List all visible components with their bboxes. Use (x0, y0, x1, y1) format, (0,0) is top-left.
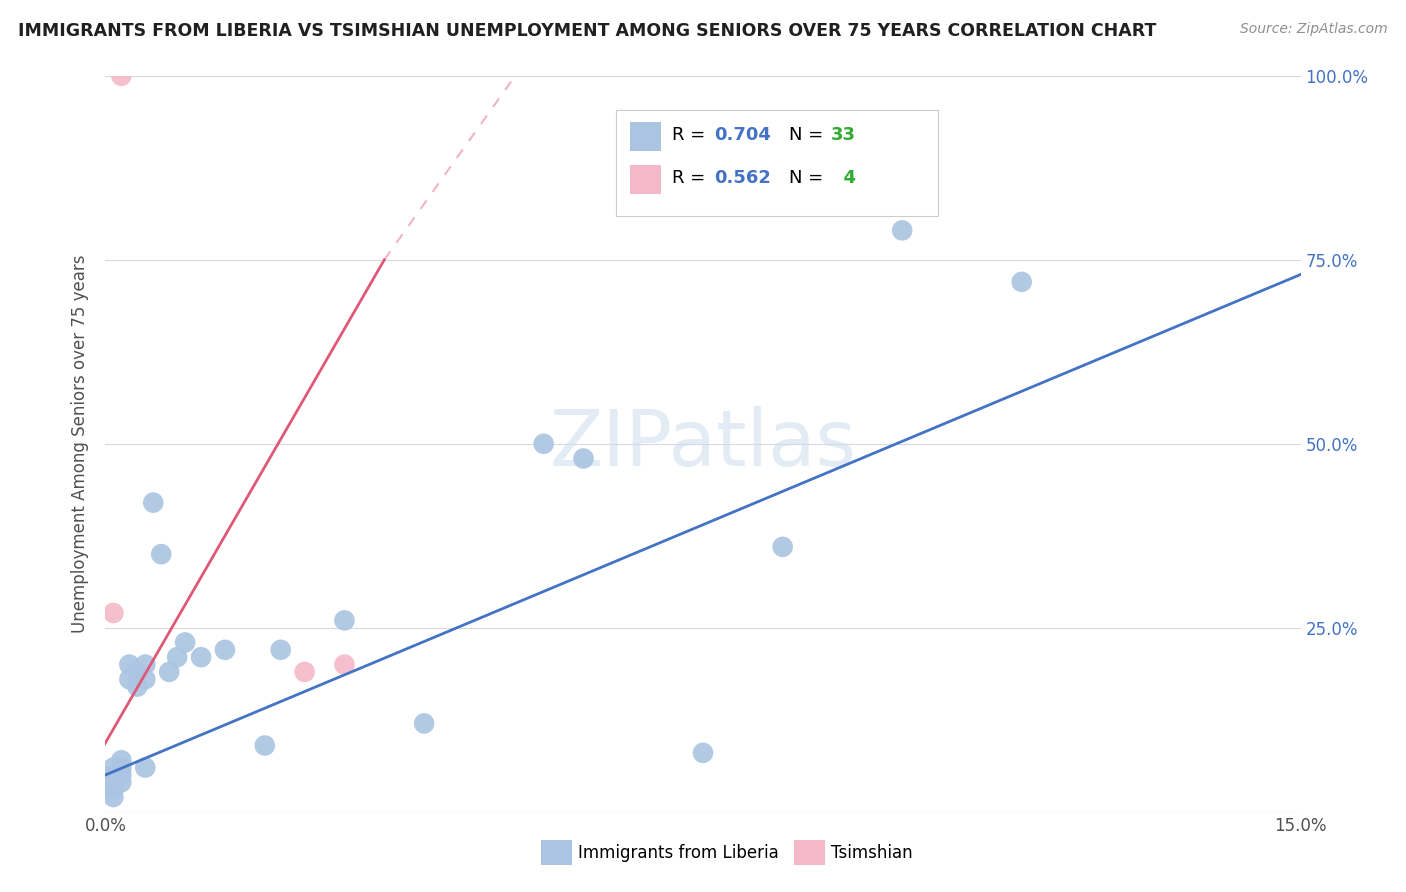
Text: 0.704: 0.704 (714, 126, 770, 144)
Point (110, 760, 132, 774)
Point (103, 768, 125, 782)
Point (413, 716, 436, 731)
Point (127, 680, 149, 694)
Point (134, 673, 156, 687)
Text: ZIPatlas: ZIPatlas (550, 406, 856, 482)
Point (134, 760, 156, 774)
Point (692, 746, 714, 760)
Point (1011, 275, 1033, 289)
Point (110, 753, 132, 767)
Point (127, 665, 149, 679)
Point (166, 650, 188, 665)
Point (157, 665, 180, 679)
Point (572, 451, 595, 466)
Text: 33: 33 (831, 126, 856, 144)
Text: N =: N = (789, 126, 828, 144)
Point (103, 775, 125, 789)
Point (253, 739, 276, 753)
Point (118, 673, 141, 687)
Point (103, 782, 125, 797)
Point (190, 650, 212, 665)
Point (118, 657, 141, 672)
Text: 0.562: 0.562 (714, 169, 770, 186)
Point (533, 436, 555, 450)
Text: Tsimshian: Tsimshian (831, 844, 912, 862)
Text: Source: ZipAtlas.com: Source: ZipAtlas.com (1240, 22, 1388, 37)
Point (134, 657, 156, 672)
Text: N =: N = (789, 169, 828, 186)
Text: R =: R = (672, 126, 711, 144)
Point (150, 547, 173, 561)
Point (142, 496, 165, 510)
Y-axis label: Unemployment Among Seniors over 75 years: Unemployment Among Seniors over 75 years (72, 254, 90, 633)
Point (110, 775, 132, 789)
Text: 4: 4 (831, 169, 856, 186)
Point (110, 768, 132, 782)
Point (214, 642, 236, 657)
Point (103, 606, 125, 620)
Point (174, 635, 197, 649)
Point (772, 540, 794, 554)
Point (110, 69, 132, 83)
Point (891, 223, 914, 237)
Text: R =: R = (672, 169, 711, 186)
Point (333, 614, 356, 628)
Text: Immigrants from Liberia: Immigrants from Liberia (578, 844, 779, 862)
Point (333, 657, 356, 672)
Point (103, 790, 125, 805)
Text: IMMIGRANTS FROM LIBERIA VS TSIMSHIAN UNEMPLOYMENT AMONG SENIORS OVER 75 YEARS CO: IMMIGRANTS FROM LIBERIA VS TSIMSHIAN UNE… (18, 22, 1157, 40)
Point (294, 665, 316, 679)
Point (270, 642, 292, 657)
Point (103, 760, 125, 774)
